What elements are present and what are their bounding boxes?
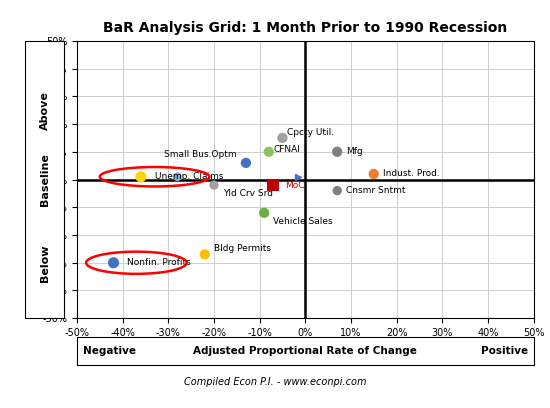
Text: Cnsmr Sntmt: Cnsmr Sntmt (346, 186, 406, 195)
Text: Small Bus.Optm: Small Bus.Optm (164, 150, 236, 159)
Point (136, 173, 145, 180)
Point (210, 182, 218, 188)
Text: Negative: Negative (82, 346, 135, 356)
Text: Mfg: Mfg (346, 147, 363, 156)
Text: Above: Above (40, 91, 49, 130)
Text: Cpcty Util.: Cpcty Util. (287, 128, 334, 137)
Point (173, 173, 182, 180)
Text: Bldg Permits: Bldg Permits (214, 244, 271, 253)
Point (109, 259, 118, 266)
Text: Baseline: Baseline (40, 153, 49, 206)
Text: Vehicle Sales: Vehicle Sales (273, 217, 333, 226)
Point (269, 182, 278, 188)
Text: MoC: MoC (285, 181, 304, 190)
Point (241, 160, 250, 166)
Text: Yld Crv Srd: Yld Crv Srd (223, 189, 273, 198)
Text: Below: Below (40, 244, 49, 282)
Point (260, 210, 268, 216)
Point (333, 149, 342, 155)
Text: Compiled Econ P.I. - www.econpi.com: Compiled Econ P.I. - www.econpi.com (184, 377, 366, 388)
Title: BaR Analysis Grid: 1 Month Prior to 1990 Recession: BaR Analysis Grid: 1 Month Prior to 1990… (103, 22, 507, 35)
Text: Indust. Prod.: Indust. Prod. (383, 169, 439, 178)
Point (265, 149, 273, 155)
Point (333, 187, 342, 194)
Text: Nonfin. Profits: Nonfin. Profits (127, 258, 191, 267)
Text: CFNAI: CFNAI (273, 144, 300, 153)
Point (278, 135, 287, 141)
Text: Adjusted Proportional Rate of Change: Adjusted Proportional Rate of Change (193, 346, 417, 356)
Point (370, 171, 378, 177)
Text: Unemp. Claims: Unemp. Claims (155, 172, 223, 181)
Text: Positive: Positive (481, 346, 528, 356)
Point (200, 251, 209, 258)
